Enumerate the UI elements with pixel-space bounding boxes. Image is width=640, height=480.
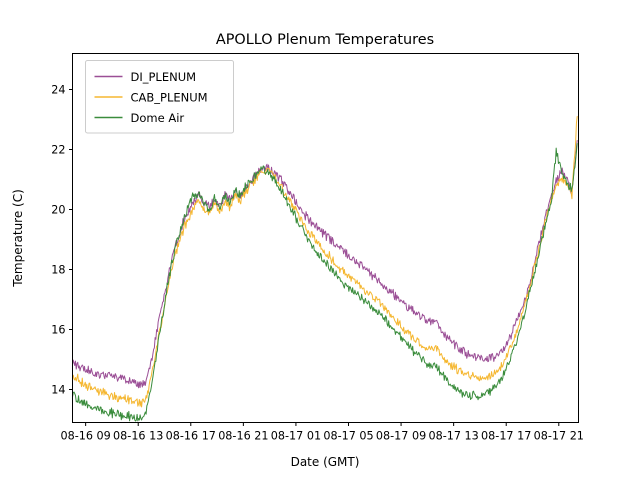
x-tick-label: 08-17 13 — [428, 430, 478, 443]
x-tick-label: 08-17 05 — [323, 430, 373, 443]
x-tick-label: 08-16 09 — [60, 430, 110, 443]
x-tick-label: 08-17 09 — [376, 430, 426, 443]
x-tick-label: 08-16 13 — [113, 430, 163, 443]
y-tick-label: 20 — [51, 204, 65, 217]
y-tick-label: 14 — [51, 384, 65, 397]
data-series-group — [72, 116, 578, 422]
chart-legend[interactable]: DI_PLENUM CAB_PLENUM Dome Air — [85, 60, 234, 134]
y-tick-label: 16 — [51, 324, 65, 337]
chart-title: APOLLO Plenum Temperatures — [216, 32, 434, 48]
y-axis-ticks: 14 16 18 20 22 24 — [51, 84, 73, 397]
x-axis-label: Date (GMT) — [291, 455, 360, 469]
y-tick-label: 24 — [51, 84, 65, 97]
plot-area-frame — [72, 53, 579, 423]
legend-label-dome-air: Dome Air — [131, 111, 185, 125]
x-tick-label: 08-17 01 — [271, 430, 321, 443]
series-line-dome-air — [72, 143, 578, 422]
legend-label-di-plenum: DI_PLENUM — [131, 70, 197, 84]
x-tick-label: 08-17 17 — [481, 430, 531, 443]
y-tick-label: 22 — [51, 144, 65, 157]
y-axis-label: Temperature (C) — [11, 189, 25, 288]
legend-background — [85, 60, 234, 134]
x-axis-ticks: 08-16 09 08-16 13 08-16 17 08-16 21 08-17 01… — [60, 422, 584, 443]
x-tick-label: 08-17 21 — [534, 430, 584, 443]
x-tick-label: 08-16 17 — [166, 430, 216, 443]
series-line-cab-plenum — [72, 116, 578, 408]
series-line-di-plenum — [72, 140, 578, 389]
legend-label-cab-plenum: CAB_PLENUM — [131, 91, 208, 105]
x-tick-label: 08-16 21 — [218, 430, 268, 443]
y-tick-label: 18 — [51, 264, 65, 277]
